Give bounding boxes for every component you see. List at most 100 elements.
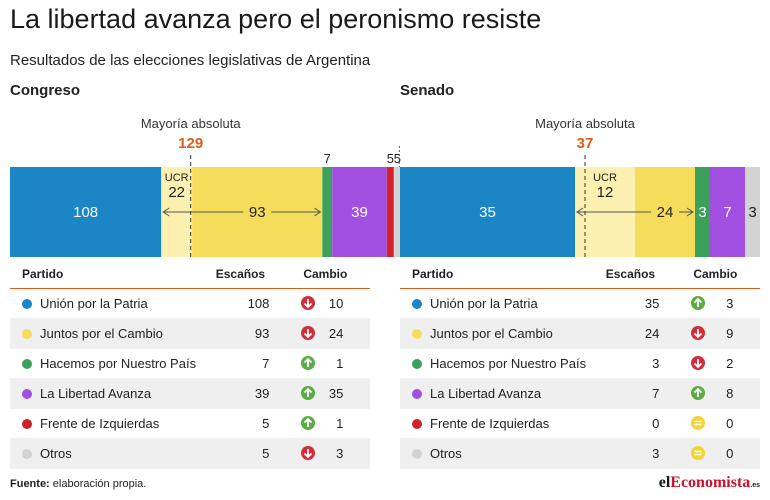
segment-label-outside: 7 [324, 151, 331, 166]
party-cell: Otros [400, 438, 605, 469]
change-cell: 3 [663, 288, 760, 319]
party-cell: Unión por la Patria [10, 288, 215, 319]
column-header-party: Partido [400, 260, 605, 289]
segment-label-outside: 5 [387, 151, 394, 166]
segment-label-outside: 5 [394, 151, 401, 166]
change-value: 0 [726, 446, 734, 461]
equal-icon [691, 416, 706, 430]
table-row: Unión por la Patria 108 10 [10, 288, 370, 319]
table-row: Frente de Izquierdas 5 1 [10, 408, 370, 439]
table-row: Otros 3 0 [400, 438, 760, 469]
change-cell: 2 [663, 348, 760, 379]
party-color-dot [412, 299, 422, 309]
party-color-dot [22, 449, 32, 459]
logo-part-economista: Economista [670, 474, 751, 491]
segment-label: 3 [698, 204, 706, 221]
source-text: elaboración propia. [49, 478, 147, 490]
table-header-row: Partido Escaños Cambio [400, 260, 760, 289]
table-row: La Libertad Avanza 7 8 [400, 378, 760, 409]
logo-part-es: .es [750, 482, 760, 489]
majority-label: Mayoría absoluta [535, 116, 635, 131]
party-name: La Libertad Avanza [40, 386, 152, 401]
party-color-dot [22, 359, 32, 369]
change-cell: 0 [663, 408, 760, 439]
party-cell: Hacemos por Nuestro País [10, 348, 215, 379]
arrow-down-icon [301, 446, 316, 460]
change-cell: 3 [273, 438, 370, 469]
source-label: Fuente: [10, 478, 50, 490]
panel-title: Congreso [10, 82, 81, 99]
party-name: Juntos por el Cambio [40, 326, 163, 341]
bracket-label-bg [243, 202, 272, 222]
congress-results-table: Partido Escaños Cambio Unión por la Patria 1… [10, 260, 370, 469]
table-row: La Libertad Avanza 39 35 [10, 378, 370, 409]
column-header-party: Partido [10, 260, 215, 289]
bracket-label: 93 [249, 204, 266, 221]
column-header-seats: Escaños [214, 260, 274, 289]
table-row: Otros 5 3 [10, 438, 370, 469]
segment-sublabel: UCR [593, 172, 617, 184]
congress-chart: 108 UCR 22 7 39 5 5 93 Mayoría absoluta 129 [10, 112, 401, 262]
change-cell: 1 [273, 408, 370, 439]
arrow-down-icon [691, 326, 706, 340]
senate-results-table: Partido Escaños Cambio Unión por la Patria 3… [400, 260, 760, 469]
seats-cell: 24 [604, 318, 664, 349]
seats-cell: 5 [214, 408, 274, 439]
bracket-arrow-right [686, 207, 694, 217]
majority-label: Mayoría absoluta [141, 116, 241, 131]
column-header-change: Cambio [273, 260, 370, 289]
table-row: Juntos por el Cambio 93 24 [10, 318, 370, 349]
party-color-dot [22, 419, 32, 429]
party-color-dot [412, 359, 422, 369]
arrow-up-icon [691, 296, 706, 310]
equal-icon [691, 446, 706, 460]
table-row: Frente de Izquierdas 0 0 [400, 408, 760, 439]
bracket-arrow-left [576, 207, 584, 217]
party-color-dot [412, 329, 422, 339]
party-name: Hacemos por Nuestro País [430, 356, 587, 371]
segment-label: 35 [479, 204, 496, 221]
senate-panel: Senado 35 UCR 12 3 7 3 24 Mayoría absoluta 37 Pa… [400, 82, 760, 469]
seats-cell: 0 [604, 408, 664, 439]
party-color-dot [412, 449, 422, 459]
arrow-down-icon [691, 356, 706, 370]
party-color-dot [22, 389, 32, 399]
arrow-down-icon [301, 296, 316, 310]
change-value: 8 [726, 386, 734, 401]
column-header-change: Cambio [663, 260, 760, 289]
seats-cell: 7 [604, 378, 664, 409]
segment-label: 3 [748, 204, 756, 221]
party-cell: Juntos por el Cambio [400, 318, 605, 349]
party-name: Juntos por el Cambio [430, 326, 553, 341]
party-cell: Juntos por el Cambio [10, 318, 215, 349]
source-note: Fuente: elaboración propia. [10, 478, 146, 490]
segment-label: 7 [723, 204, 731, 221]
change-value: 1 [336, 416, 344, 431]
arrow-up-icon [301, 356, 316, 370]
change-value: 0 [726, 416, 734, 431]
bar-segment [332, 167, 387, 257]
change-cell: 24 [273, 318, 370, 349]
congress-panel: Congreso 108 UCR 22 7 39 5 5 93 Mayoría absoluta… [10, 82, 401, 469]
party-color-dot [22, 329, 32, 339]
table-row: Unión por la Patria 35 3 [400, 288, 760, 319]
bar-segment [400, 167, 575, 257]
change-cell: 0 [663, 438, 760, 469]
party-cell: Frente de Izquierdas [10, 408, 215, 439]
bar-segment [386, 167, 394, 257]
bar-segment [322, 167, 333, 257]
party-name: La Libertad Avanza [430, 386, 542, 401]
party-name: Frente de Izquierdas [40, 416, 160, 431]
party-color-dot [412, 389, 422, 399]
arrow-up-icon [301, 416, 316, 430]
change-value: 2 [726, 356, 734, 371]
party-cell: Hacemos por Nuestro País [400, 348, 605, 379]
change-value: 10 [328, 296, 344, 311]
table-row: Hacemos por Nuestro País 7 1 [10, 348, 370, 379]
party-cell: Frente de Izquierdas [400, 408, 605, 439]
table-header-row: Partido Escaños Cambio [10, 260, 370, 289]
bar-segment [393, 167, 401, 257]
change-value: 1 [336, 356, 344, 371]
party-color-dot [22, 299, 32, 309]
